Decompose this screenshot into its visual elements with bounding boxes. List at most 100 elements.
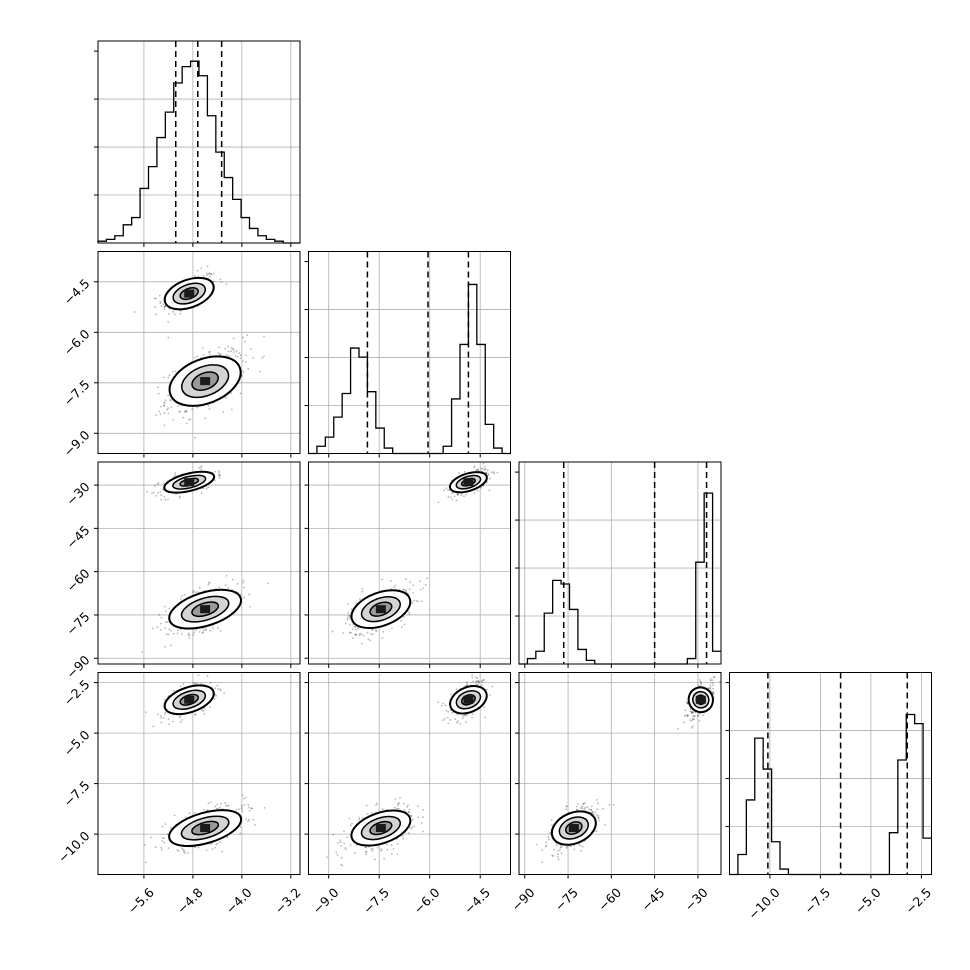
sample-point: [455, 499, 458, 502]
sample-point: [200, 468, 203, 471]
sample-point: [480, 486, 483, 489]
sample-point: [238, 808, 240, 810]
sample-point: [557, 853, 559, 856]
sample-point: [159, 622, 162, 625]
sample-point: [394, 798, 397, 800]
sample-point: [697, 714, 700, 717]
sample-point: [246, 334, 249, 337]
sample-point: [684, 709, 687, 711]
sample-point: [163, 482, 166, 485]
sample-point: [209, 681, 212, 684]
sample-point: [596, 799, 598, 801]
sample-point: [160, 498, 163, 501]
sample-point: [712, 676, 715, 679]
sample-point: [474, 676, 477, 679]
panel-frame: [97, 461, 301, 665]
sample-point: [608, 803, 611, 806]
sample-point: [199, 466, 202, 469]
sample-point: [582, 802, 585, 805]
sample-point: [581, 845, 584, 848]
sample-point: [690, 720, 693, 722]
sample-point: [252, 818, 255, 821]
sample-point: [174, 370, 177, 372]
sample-point: [200, 267, 203, 270]
sample-point: [163, 424, 166, 426]
y-tick-label: −7.5: [61, 778, 93, 810]
sample-point: [161, 825, 164, 828]
sample-point: [535, 843, 538, 846]
sample-point: [365, 853, 367, 856]
sample-point: [194, 811, 196, 814]
sample-point: [326, 856, 328, 858]
sample-point: [359, 632, 361, 635]
sample-point: [545, 844, 547, 847]
sample-point: [477, 468, 479, 471]
sample-point: [163, 841, 166, 844]
sample-point: [556, 855, 559, 858]
sample-point: [173, 814, 176, 817]
sample-point: [358, 816, 361, 819]
sample-point: [194, 713, 197, 715]
sample-point: [590, 809, 593, 811]
histogram-panel-0: [94, 40, 301, 247]
x-tick-label: −45: [638, 885, 667, 914]
y-tick-label: −90: [63, 652, 92, 681]
sample-point: [152, 725, 155, 728]
sample-point: [411, 601, 414, 604]
sample-point: [247, 367, 250, 370]
sample-point: [463, 714, 466, 717]
sample-point: [184, 852, 187, 855]
sample-point: [208, 272, 211, 274]
sample-point: [375, 630, 378, 633]
sample-point: [234, 354, 237, 357]
sample-point: [594, 811, 597, 813]
sample-point: [185, 411, 188, 413]
sample-point: [218, 473, 221, 476]
y-tick-label: −6.0: [61, 326, 93, 358]
sample-point: [597, 816, 600, 819]
sample-point: [243, 803, 246, 806]
sample-point: [219, 688, 221, 691]
sample-point: [144, 861, 147, 864]
sample-point: [209, 706, 211, 708]
sample-point: [159, 413, 162, 416]
sample-point: [354, 633, 357, 636]
sample-point: [407, 804, 409, 807]
density-peak: [200, 377, 211, 386]
sample-point: [460, 494, 463, 496]
sample-point: [484, 466, 486, 468]
sample-point: [230, 350, 233, 353]
sample-point: [340, 863, 342, 866]
sample-point: [692, 718, 694, 721]
sample-point: [263, 335, 265, 338]
scatter-panel-3-1: −9.0 −7.5 −6.0 −4.5: [304, 672, 511, 917]
sample-point: [250, 807, 253, 810]
y-tick-label: −2.5: [61, 677, 93, 709]
panel-frame: [97, 672, 301, 875]
sample-point: [194, 846, 197, 849]
sample-point: [573, 848, 576, 851]
sample-point: [195, 682, 198, 685]
sample-point: [218, 470, 220, 472]
sample-point: [487, 472, 489, 475]
sample-point: [164, 711, 167, 714]
sample-point: [496, 471, 499, 474]
sample-point: [207, 802, 210, 805]
sample-point: [238, 352, 241, 354]
sample-point: [202, 354, 205, 356]
sample-point: [205, 849, 208, 851]
y-tick-label: −45: [63, 522, 92, 551]
sample-point: [227, 350, 230, 353]
sample-point: [225, 354, 228, 356]
x-tick-label: −7.5: [360, 885, 392, 917]
sample-point: [152, 491, 155, 494]
sample-point: [185, 409, 188, 412]
sample-point: [162, 303, 165, 306]
sample-point: [150, 836, 153, 839]
sample-point: [583, 802, 586, 804]
sample-point: [690, 726, 693, 729]
sample-point: [193, 631, 196, 634]
sample-point: [447, 489, 449, 491]
sample-point: [473, 492, 476, 495]
